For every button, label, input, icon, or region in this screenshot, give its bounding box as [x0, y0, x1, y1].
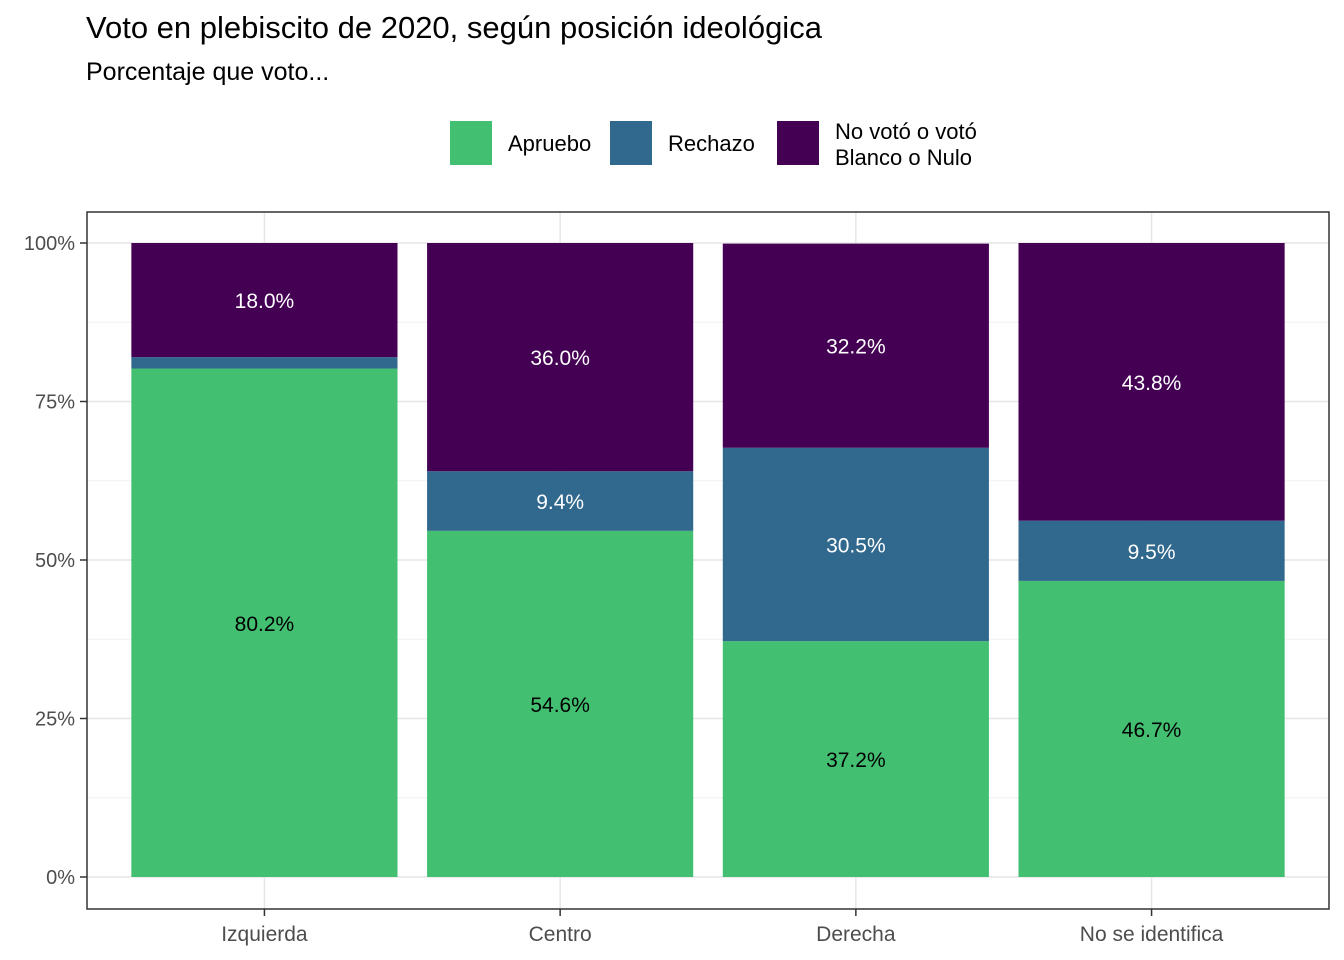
- legend-label: Apruebo: [508, 131, 591, 156]
- bar-segment: [1018, 520, 1285, 581]
- data-label: 37.2%: [826, 749, 886, 772]
- data-label: 9.5%: [1128, 541, 1176, 564]
- data-label: 18.0%: [235, 290, 295, 313]
- bar-segment: [131, 368, 398, 877]
- bar-segment: [722, 243, 989, 448]
- x-tick-label: Izquierda: [221, 923, 308, 946]
- data-label: 54.6%: [530, 694, 590, 717]
- y-tick-label: 25%: [35, 709, 75, 731]
- legend-key: [610, 121, 652, 165]
- data-label: 43.8%: [1122, 372, 1182, 395]
- bar-segment: [722, 447, 989, 642]
- y-tick-label: 75%: [35, 392, 75, 414]
- bar-segment: [131, 243, 398, 358]
- legend-label: Blanco o Nulo: [835, 145, 972, 170]
- data-label: 9.4%: [536, 491, 584, 514]
- x-tick-label: Centro: [529, 923, 592, 946]
- chart-subtitle: Porcentaje que voto...: [86, 58, 330, 86]
- chart-title: Voto en plebiscito de 2020, según posici…: [86, 10, 822, 45]
- bar-segment: [427, 471, 694, 531]
- legend-label: Rechazo: [668, 131, 755, 156]
- bar-segment: [722, 641, 989, 877]
- y-tick-label: 0%: [46, 867, 75, 889]
- bar-segment: [427, 530, 694, 877]
- data-label: 36.0%: [530, 347, 590, 370]
- data-label: 80.2%: [235, 613, 295, 636]
- data-label: 30.5%: [826, 534, 886, 557]
- bar-segment: [131, 357, 398, 369]
- legend-key: [777, 121, 819, 165]
- bar-segment: [1018, 580, 1285, 877]
- y-tick-label: 50%: [35, 550, 75, 572]
- bar-segment: [427, 243, 694, 472]
- data-label: 32.2%: [826, 336, 886, 359]
- legend-label: No votó o votó: [835, 119, 977, 144]
- data-label: 46.7%: [1122, 719, 1182, 742]
- y-tick-label: 100%: [24, 233, 75, 255]
- x-tick-label: Derecha: [816, 923, 896, 946]
- x-tick-label: No se identifica: [1080, 923, 1224, 946]
- bar-segment: [1018, 243, 1285, 521]
- legend-key: [450, 121, 492, 165]
